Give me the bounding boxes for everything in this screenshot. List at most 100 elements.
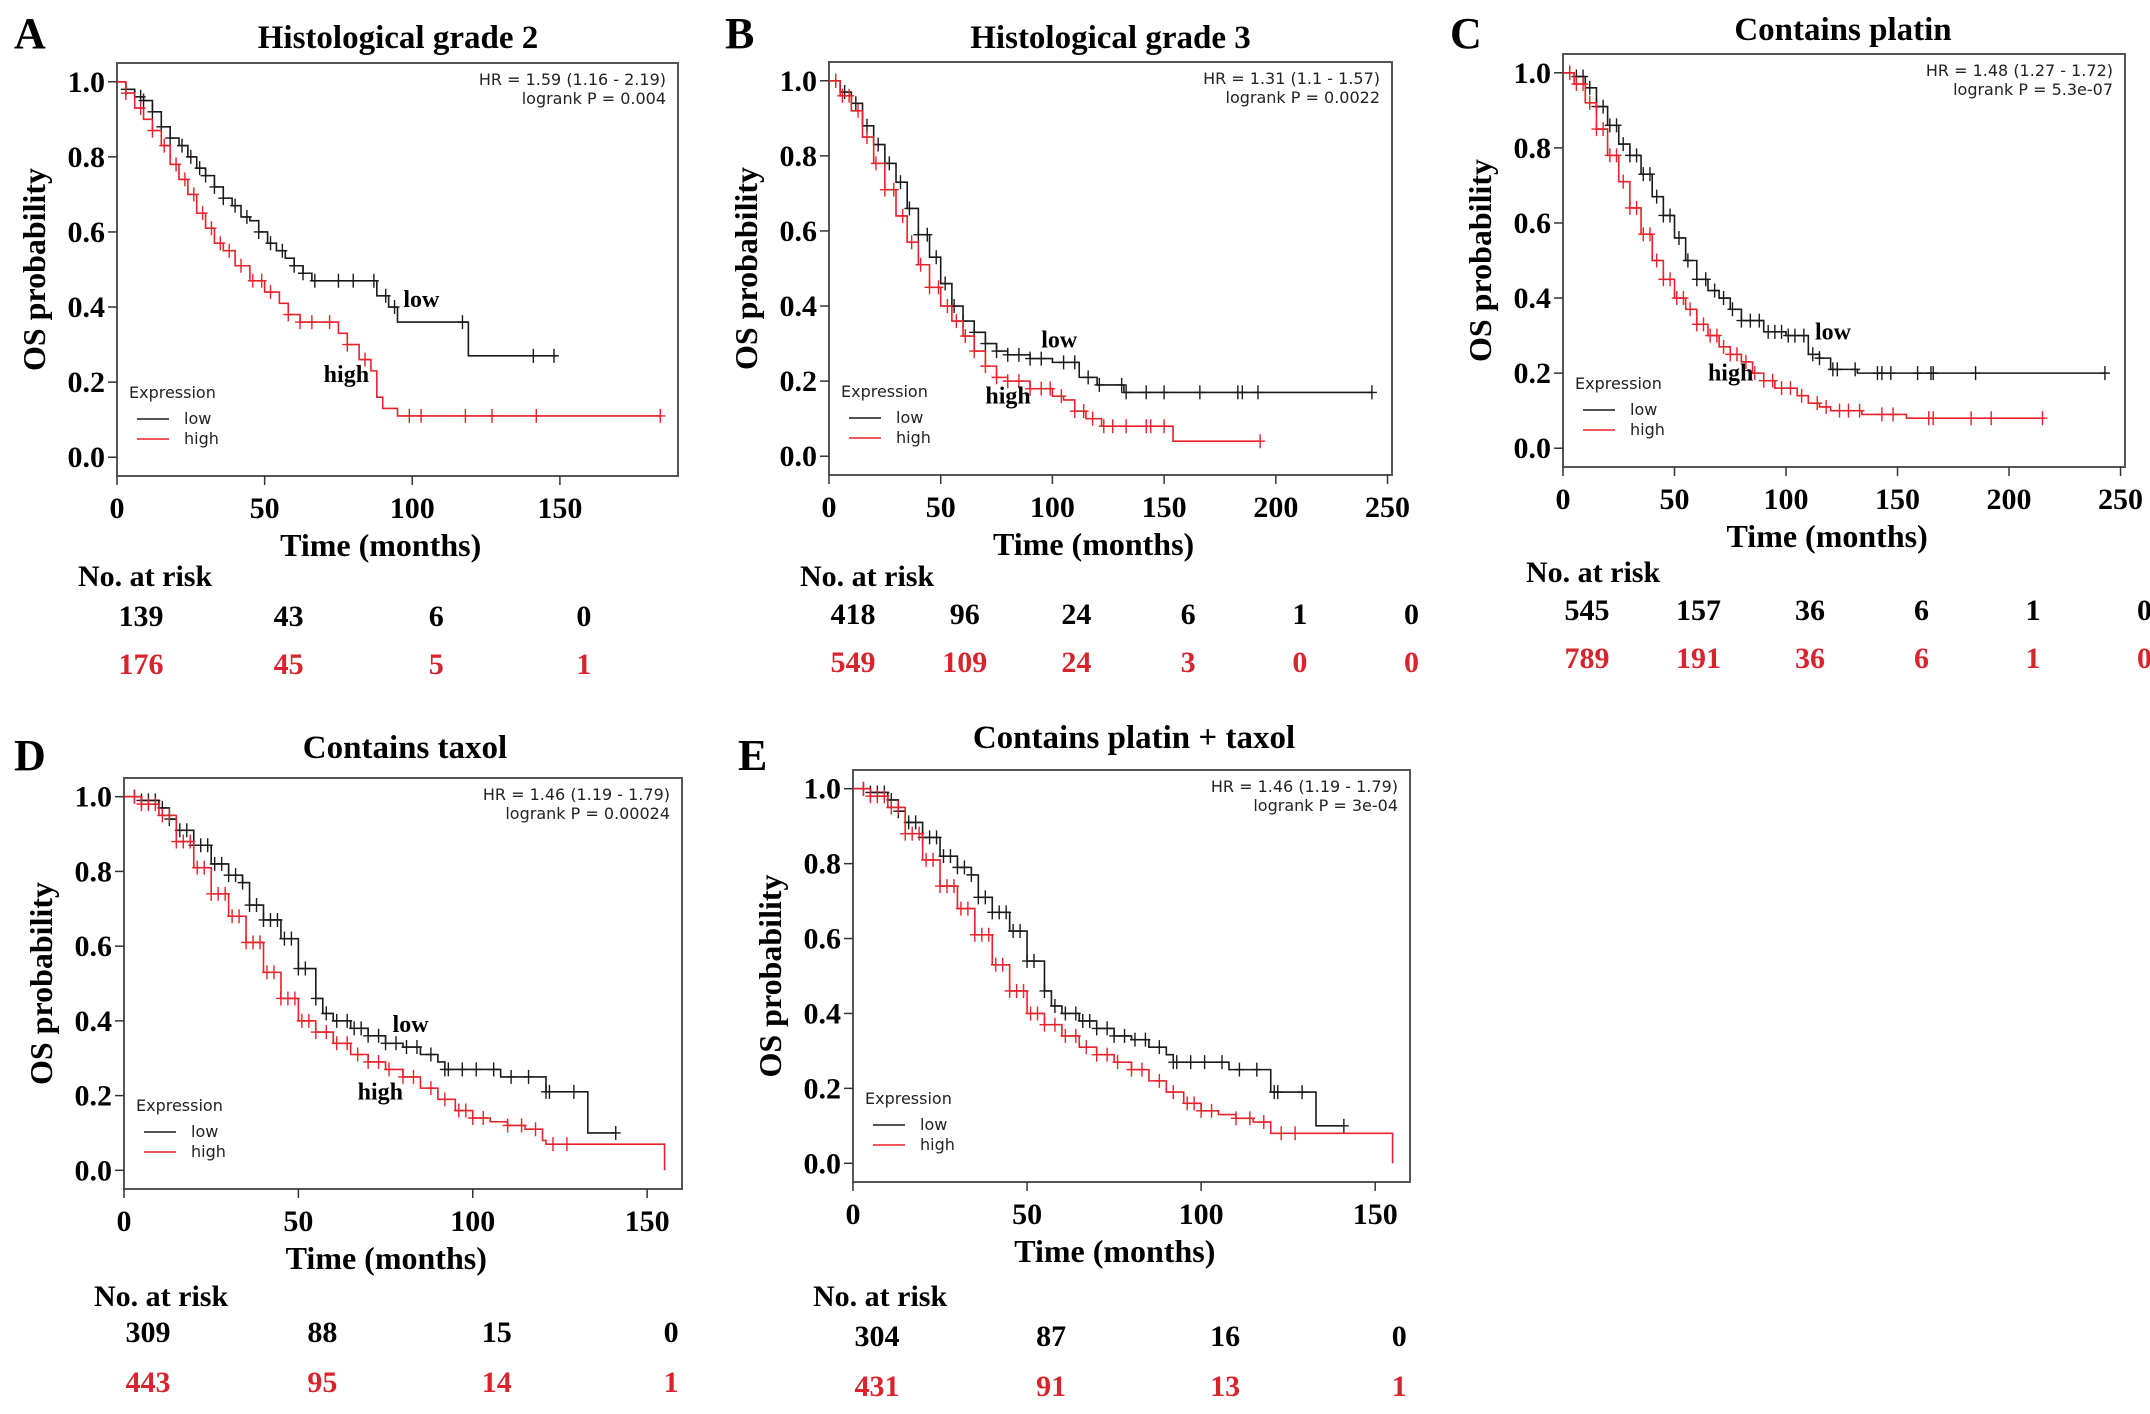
risk-count-low: 6 — [1914, 594, 1930, 627]
censor-mark-high — [861, 130, 872, 145]
censor-mark-high — [1168, 1085, 1179, 1100]
risk-count-high: 13 — [1210, 1370, 1241, 1403]
censor-mark-low — [237, 875, 248, 890]
risk-count-low: 1 — [2025, 594, 2041, 627]
censor-mark-high — [1107, 419, 1118, 434]
panel-letter: B — [725, 9, 755, 58]
y-tick-label: 0.0 — [68, 441, 106, 474]
logrank-p-text: logrank P = 3e-04 — [1253, 796, 1398, 815]
hazard-ratio-text: HR = 1.59 (1.16 - 2.19) — [479, 70, 666, 89]
risk-count-high: 0 — [1404, 646, 1420, 679]
km-plot: 0.0 0.2 0.4 0.6 0.8 1.0 0 50 100 150 200 250 Time (m… — [1462, 53, 2143, 554]
y-tick-label: 1.0 — [1514, 57, 1552, 90]
risk-count-high: 431 — [854, 1370, 900, 1403]
censor-mark-low — [839, 85, 850, 100]
censor-mark-low — [1060, 1006, 1071, 1021]
censor-mark-high — [991, 370, 1002, 385]
legend-entry-high: high — [184, 429, 219, 448]
censor-mark-high — [135, 101, 146, 116]
y-tick-label: 1.0 — [68, 66, 106, 99]
censor-mark-low — [1338, 1118, 1349, 1133]
plot-frame — [116, 62, 679, 477]
censor-mark-high — [360, 352, 371, 367]
censor-mark-low — [272, 912, 283, 927]
censor-mark-high — [1196, 1103, 1207, 1118]
censor-mark-low — [176, 138, 187, 153]
censor-mark-high — [352, 1047, 363, 1062]
censor-mark-high — [224, 243, 235, 258]
survival-curve-low — [829, 79, 1372, 394]
censor-mark-low — [471, 1062, 482, 1077]
censor-mark-high — [1966, 411, 1977, 426]
risk-count-high: 14 — [481, 1366, 512, 1399]
censor-mark-low — [1070, 1006, 1081, 1021]
x-tick-label: 200 — [1987, 483, 2032, 516]
censor-mark-high — [928, 852, 939, 867]
censor-mark-low — [209, 179, 220, 194]
censor-mark-low — [1832, 362, 1843, 377]
censor-mark-low — [218, 191, 229, 206]
censor-mark-low — [241, 209, 252, 224]
censor-mark-low — [202, 838, 213, 853]
y-axis-title: OS probability — [16, 168, 52, 371]
censor-mark-low — [1798, 328, 1809, 343]
legend-title: Expression — [865, 1089, 952, 1108]
censor-mark-low — [1611, 118, 1622, 133]
x-axis-title: Time (months) — [1727, 518, 1928, 554]
x-tick-label: 50 — [283, 1205, 313, 1238]
censor-mark-low — [1807, 347, 1818, 362]
censor-mark-low — [457, 1062, 468, 1077]
x-tick-label: 100 — [1030, 491, 1075, 524]
censor-mark-high — [1731, 347, 1742, 362]
risk-count-low: 157 — [1676, 594, 1721, 627]
censor-mark-low — [1776, 324, 1787, 339]
censor-mark-high — [164, 808, 175, 823]
censor-mark-low — [194, 161, 205, 176]
x-tick-label: 250 — [1365, 491, 1410, 524]
legend-title: Expression — [129, 383, 216, 402]
censor-mark-high — [1928, 411, 1939, 426]
censor-mark-low — [1013, 347, 1024, 362]
censor-mark-high — [561, 1137, 572, 1152]
censor-mark-high — [206, 221, 217, 236]
plot-frame — [828, 61, 1393, 476]
censor-mark-high — [283, 307, 294, 322]
censor-mark-high — [1678, 291, 1689, 306]
km-plot: 0.0 0.2 0.4 0.6 0.8 1.0 0 50 100 150 Time (months)… — [16, 62, 679, 563]
censor-mark-high — [1039, 1017, 1050, 1032]
risk-table-label: No. at risk — [813, 1280, 948, 1313]
censor-mark-high — [398, 1069, 408, 1084]
censor-mark-low — [940, 276, 951, 291]
risk-count-high: 3 — [1180, 646, 1196, 679]
censor-mark-high — [384, 1062, 395, 1077]
censor-mark-high — [1078, 404, 1089, 419]
censor-mark-low — [216, 856, 227, 871]
censor-mark-low — [1116, 377, 1127, 392]
censor-mark-low — [1025, 351, 1036, 366]
hazard-ratio-text: HR = 1.48 (1.27 - 1.72) — [1926, 61, 2113, 80]
censor-mark-low — [1789, 328, 1800, 343]
censor-mark-high — [1618, 174, 1629, 189]
censor-mark-low — [356, 1021, 367, 1036]
censor-mark-low — [309, 273, 320, 288]
censor-mark-high — [159, 138, 170, 153]
censor-mark-low — [289, 258, 300, 273]
y-axis-title: OS probability — [728, 167, 764, 370]
censor-mark-low — [913, 227, 924, 242]
legend-entry-low: low — [184, 409, 211, 428]
censor-mark-low — [1598, 99, 1609, 114]
y-tick-label: 0.2 — [1514, 357, 1552, 390]
censor-mark-low — [363, 1028, 374, 1043]
y-tick-label: 0.6 — [780, 215, 818, 248]
censor-mark-low — [342, 1013, 353, 1028]
censor-mark-low — [389, 300, 400, 315]
censor-mark-high — [363, 1054, 374, 1069]
censor-mark-high — [215, 236, 226, 251]
censor-mark-high — [942, 299, 953, 314]
panel-title: Contains taxol — [302, 730, 508, 766]
censor-mark-high — [1098, 419, 1109, 434]
x-tick-label: 50 — [926, 491, 956, 524]
censor-mark-high — [197, 206, 208, 221]
censor-mark-high — [502, 1118, 513, 1133]
risk-count-low: 545 — [1564, 594, 1610, 627]
